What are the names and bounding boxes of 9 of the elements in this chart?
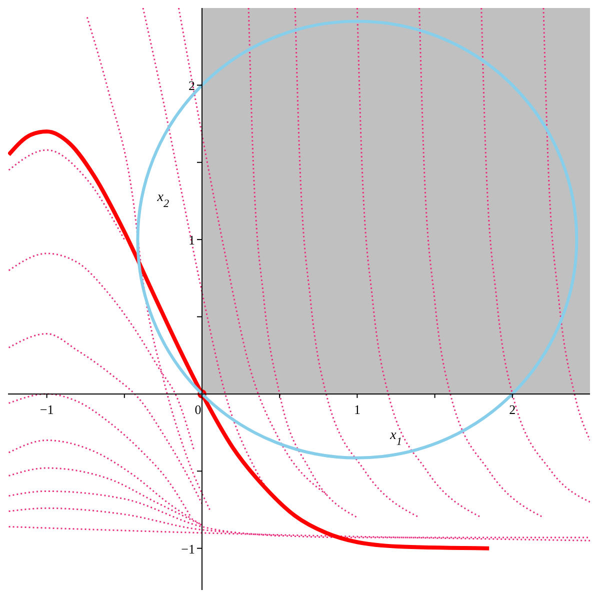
y-tick-label: 2 bbox=[188, 78, 195, 94]
x-tick-label: −1 bbox=[40, 402, 54, 417]
x-tick-label: 2 bbox=[509, 402, 516, 417]
x-tick-label: 0 bbox=[194, 402, 202, 417]
y-axis-title: x$_{2}$ bbox=[156, 190, 170, 210]
x-axis-title: x$_{1}$ bbox=[389, 428, 402, 448]
y-tick-label: −1 bbox=[181, 541, 195, 556]
x-tick-label: 1 bbox=[354, 402, 360, 417]
y-tick-label: 1 bbox=[188, 232, 195, 248]
